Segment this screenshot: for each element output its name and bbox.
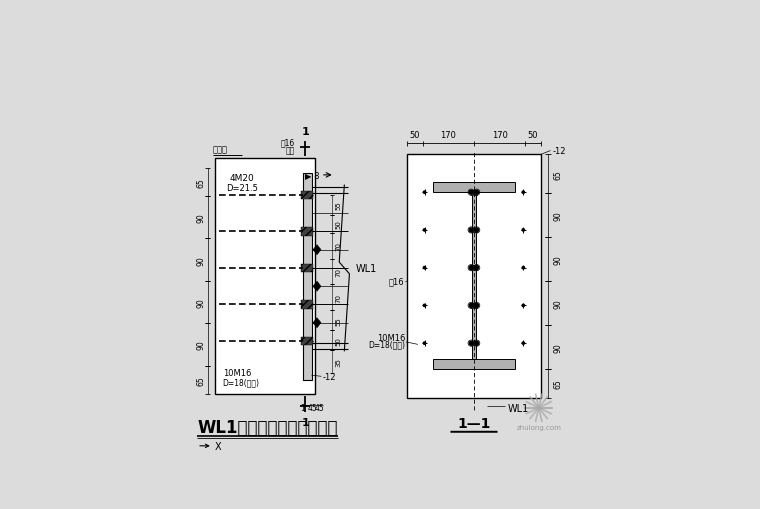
Bar xyxy=(471,341,477,346)
Text: 50: 50 xyxy=(410,130,420,139)
Text: 1: 1 xyxy=(301,126,309,136)
Bar xyxy=(432,359,515,369)
Circle shape xyxy=(522,342,524,345)
Text: WL1与原结构连接图（铰）: WL1与原结构连接图（铰） xyxy=(198,418,338,437)
Circle shape xyxy=(423,342,426,345)
Text: 90: 90 xyxy=(196,213,205,223)
Text: 50: 50 xyxy=(527,130,538,139)
Bar xyxy=(471,266,477,270)
Text: 65: 65 xyxy=(196,375,205,385)
Circle shape xyxy=(423,267,426,269)
Text: 1: 1 xyxy=(300,404,306,412)
Bar xyxy=(472,191,477,369)
Bar xyxy=(301,300,313,309)
Circle shape xyxy=(469,304,473,308)
Text: D=18(化栓): D=18(化栓) xyxy=(368,340,405,349)
Text: WL1: WL1 xyxy=(508,403,528,413)
Circle shape xyxy=(469,266,473,270)
Text: X: X xyxy=(215,441,221,451)
Circle shape xyxy=(475,304,479,308)
Text: 90: 90 xyxy=(553,211,562,221)
Bar xyxy=(407,155,540,398)
Text: 70: 70 xyxy=(336,267,342,276)
Circle shape xyxy=(522,191,524,194)
Text: 65: 65 xyxy=(196,178,205,187)
Circle shape xyxy=(475,191,479,195)
Circle shape xyxy=(475,266,479,270)
Text: 原结构: 原结构 xyxy=(213,145,228,154)
Text: 耳16: 耳16 xyxy=(281,138,296,147)
Text: 4M20: 4M20 xyxy=(230,174,255,182)
Circle shape xyxy=(423,229,426,232)
Text: -12: -12 xyxy=(322,372,336,381)
Text: D=21.5: D=21.5 xyxy=(226,184,258,193)
Bar xyxy=(301,228,313,236)
Polygon shape xyxy=(313,318,321,328)
Bar xyxy=(432,183,515,193)
Circle shape xyxy=(469,191,473,195)
Text: 55: 55 xyxy=(336,317,342,325)
Text: 170: 170 xyxy=(440,130,456,139)
Text: 90: 90 xyxy=(553,255,562,265)
Text: ▶ 8: ▶ 8 xyxy=(306,171,320,180)
Text: 170: 170 xyxy=(492,130,508,139)
Text: 1: 1 xyxy=(301,417,309,427)
Circle shape xyxy=(522,267,524,269)
Circle shape xyxy=(522,229,524,232)
Circle shape xyxy=(475,342,479,346)
Text: 耳件: 耳件 xyxy=(286,146,296,155)
Polygon shape xyxy=(313,281,321,292)
Text: 1—1: 1—1 xyxy=(458,417,491,431)
Text: 10M16: 10M16 xyxy=(377,333,405,342)
Text: 65: 65 xyxy=(553,169,562,180)
Text: 90: 90 xyxy=(196,298,205,307)
Text: 10M16: 10M16 xyxy=(223,368,251,377)
Bar xyxy=(215,159,315,394)
Text: 50: 50 xyxy=(336,220,342,229)
Text: 耳16: 耳16 xyxy=(388,277,404,286)
Bar xyxy=(471,228,477,233)
Circle shape xyxy=(469,342,473,346)
Text: 55: 55 xyxy=(336,201,342,210)
Text: 45: 45 xyxy=(308,404,318,412)
Text: WL1: WL1 xyxy=(356,264,378,273)
Text: 50: 50 xyxy=(336,336,342,345)
Polygon shape xyxy=(313,245,321,256)
Text: 90: 90 xyxy=(553,298,562,308)
Text: 70: 70 xyxy=(336,293,342,302)
Bar xyxy=(301,191,313,200)
Bar xyxy=(301,337,313,346)
Text: 45: 45 xyxy=(315,404,325,412)
Text: 90: 90 xyxy=(196,340,205,350)
Text: 90: 90 xyxy=(196,256,205,265)
Bar xyxy=(471,190,477,195)
Text: D=18(化栓): D=18(化栓) xyxy=(223,378,260,387)
Bar xyxy=(303,173,312,380)
Bar xyxy=(301,264,313,273)
Text: 90: 90 xyxy=(553,342,562,352)
Bar xyxy=(471,303,477,308)
Text: 70: 70 xyxy=(336,242,342,250)
Text: 35: 35 xyxy=(336,357,342,366)
Circle shape xyxy=(423,191,426,194)
Text: zhulong.com: zhulong.com xyxy=(516,425,561,431)
Circle shape xyxy=(469,229,473,233)
Circle shape xyxy=(522,304,524,307)
Text: 65: 65 xyxy=(553,379,562,388)
Circle shape xyxy=(475,229,479,233)
Circle shape xyxy=(423,304,426,307)
Text: -12: -12 xyxy=(553,147,566,156)
